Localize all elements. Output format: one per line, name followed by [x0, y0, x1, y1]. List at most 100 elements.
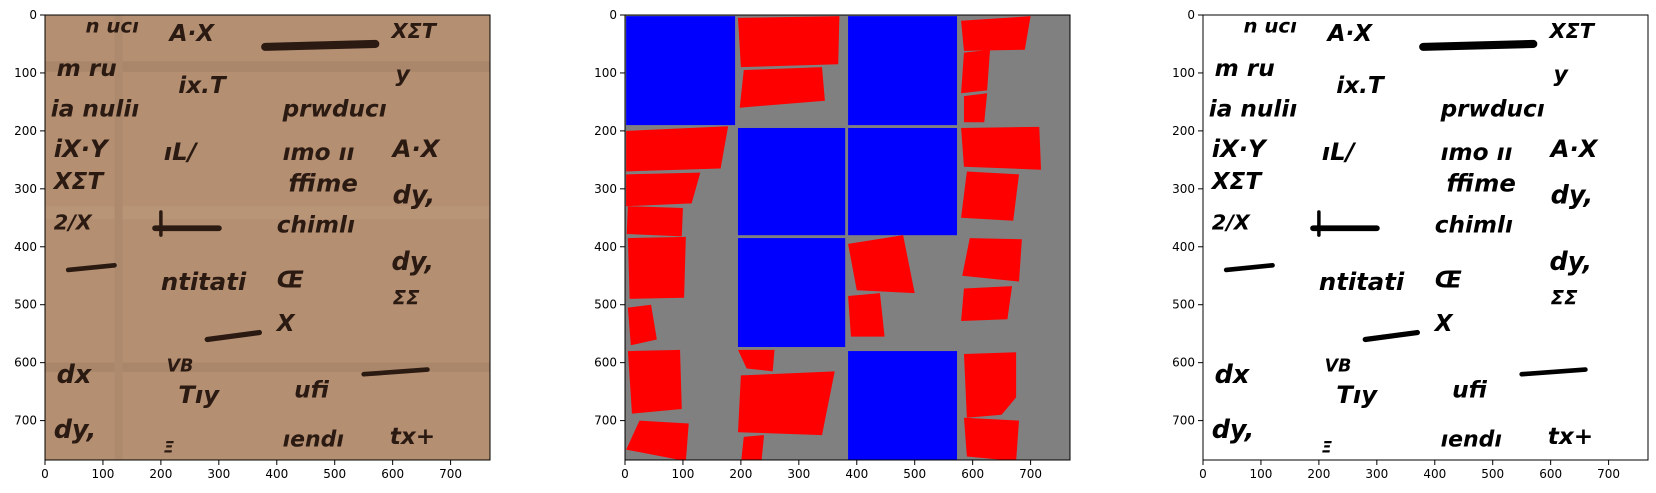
handwriting-fragment: dx — [1215, 360, 1251, 390]
handwriting-fragment: VB — [1325, 356, 1352, 376]
text-blocks — [626, 16, 958, 460]
handwriting-fragment: ia nuliı — [1209, 95, 1297, 122]
axes: 0 100 200 300 400 500 600 700 0 100 200 300 400 500 60… — [594, 8, 1042, 481]
handwriting-fragment: iX·Y — [1212, 134, 1268, 163]
handwriting-fragment: Tıy — [178, 380, 220, 409]
region — [963, 417, 1020, 460]
handwriting-fragment: ufi — [294, 376, 329, 403]
y-tick-label: 600 — [14, 356, 37, 370]
region — [626, 206, 683, 237]
handwriting-fragment: m ru — [1215, 55, 1275, 82]
parchment-stains — [45, 15, 490, 460]
handwriting-fragment: A·X — [1549, 134, 1599, 163]
y-tick-label: 600 — [594, 356, 617, 370]
region — [737, 16, 840, 68]
handwriting-fragment: ΣΣ — [393, 287, 420, 310]
handwriting-fragment: ffime — [1446, 169, 1516, 198]
handwriting: n ucı A·X XΣT m ru ix.T y ia nuliı prwducı iX·Y ı… — [51, 14, 441, 456]
x-tick-label: 700 — [439, 467, 462, 481]
handwriting-fragment: ix.T — [1336, 72, 1386, 99]
handwriting-fragment: ıendı — [283, 428, 344, 453]
x-tick-label: 0 — [621, 467, 629, 481]
block — [848, 351, 958, 460]
handwriting-fragment: VB — [167, 356, 194, 376]
handwriting-fragment: ia nuliı — [51, 95, 139, 122]
region — [627, 304, 657, 346]
x-tick-label: 500 — [323, 467, 346, 481]
handwriting-fragment: Ξ — [1322, 437, 1333, 456]
handwriting-fragment: A·X — [1326, 20, 1374, 47]
handwriting-fragment: ımo ıı — [283, 139, 355, 166]
block — [848, 16, 958, 126]
handwriting-fragment: Tıy — [1336, 380, 1378, 409]
segmentation-panel: 0 100 200 300 400 500 600 700 0 100 200 300 400 500 60… — [594, 8, 1071, 481]
handwriting-fragment: ΣΣ — [1551, 287, 1578, 310]
region — [848, 235, 915, 294]
y-tick-label: 700 — [594, 414, 617, 428]
handwriting-fragment: ıL/ — [164, 137, 199, 166]
handwriting-fragment: dy, — [1212, 415, 1255, 445]
handwriting-fragment: ntitati — [1319, 267, 1405, 296]
y-tick-label: 300 — [1172, 182, 1195, 196]
handwriting-fragment: Ξ — [164, 437, 175, 456]
axes: 0 100 200 300 400 500 600 700 0 100 200 300 400 500 60… — [14, 8, 462, 481]
x-tick-label: 200 — [149, 467, 172, 481]
y-tick-label: 200 — [1172, 124, 1195, 138]
region — [626, 126, 729, 172]
x-tick-label: 400 — [265, 467, 288, 481]
y-tick-label: 500 — [1172, 298, 1195, 312]
region — [961, 126, 1042, 170]
region — [963, 352, 1017, 418]
region — [626, 420, 689, 460]
x-tick-label: 100 — [91, 467, 114, 481]
y-tick-label: 200 — [14, 124, 37, 138]
handwriting-fragment: A·X — [168, 20, 216, 47]
handwriting-fragment: ntitati — [161, 267, 247, 296]
y-tick-label: 400 — [594, 240, 617, 254]
y-tick-label: 600 — [1172, 356, 1195, 370]
x-tick-label: 300 — [1365, 467, 1388, 481]
region — [739, 67, 825, 108]
handwriting-fragment: X — [1433, 310, 1454, 337]
handwriting-fragment: n ucı — [86, 14, 140, 37]
regions — [626, 16, 1042, 460]
region — [961, 49, 991, 94]
x-tick-label: 600 — [961, 467, 984, 481]
y-tick-label: 100 — [1172, 66, 1195, 80]
region — [737, 371, 835, 436]
x-tick-label: 400 — [1423, 467, 1446, 481]
region — [962, 238, 1022, 282]
handwriting-fragment: A·X — [391, 134, 441, 163]
region — [741, 435, 765, 460]
region — [626, 172, 701, 207]
binarized-background — [1203, 15, 1648, 460]
region — [627, 349, 682, 414]
x-tick-label: 600 — [1539, 467, 1562, 481]
handwriting-fragment: ımo ıı — [1441, 139, 1513, 166]
x-tick-label: 0 — [1199, 467, 1207, 481]
region — [961, 286, 1013, 321]
x-tick-label: 0 — [41, 467, 49, 481]
handwriting-fragment: prwducı — [1440, 95, 1545, 122]
region — [961, 16, 1031, 51]
handwriting-fragment: dy, — [1551, 180, 1594, 210]
handwriting-fragment: ufi — [1452, 376, 1487, 403]
handwriting-fragment: n ucı — [1244, 14, 1298, 37]
handwriting-fragment: dy, — [393, 180, 436, 210]
parchment-background — [45, 15, 490, 460]
handwriting-fragment: y — [1554, 63, 1570, 88]
axes: 0 100 200 300 400 500 600 700 0 100 200 300 400 500 60… — [1172, 8, 1620, 481]
handwriting-fragment: dx — [57, 360, 93, 390]
handwriting-fragment: XΣT — [389, 19, 437, 43]
handwriting-fragment: dy, — [1549, 247, 1592, 277]
y-tick-label: 300 — [594, 182, 617, 196]
handwriting-fragment: iX·Y — [54, 134, 110, 163]
handwriting-fragment: y — [396, 63, 412, 88]
x-tick-label: 300 — [207, 467, 230, 481]
handwriting-fragment: XΣT — [1210, 168, 1264, 195]
y-tick-label: 0 — [1187, 8, 1195, 22]
handwriting: n ucı A·X XΣT m ru ix.T y ia nuliı prwducı iX·Y ı… — [1209, 14, 1599, 456]
y-tick-label: 400 — [14, 240, 37, 254]
handwriting-fragment: ffime — [288, 169, 358, 198]
